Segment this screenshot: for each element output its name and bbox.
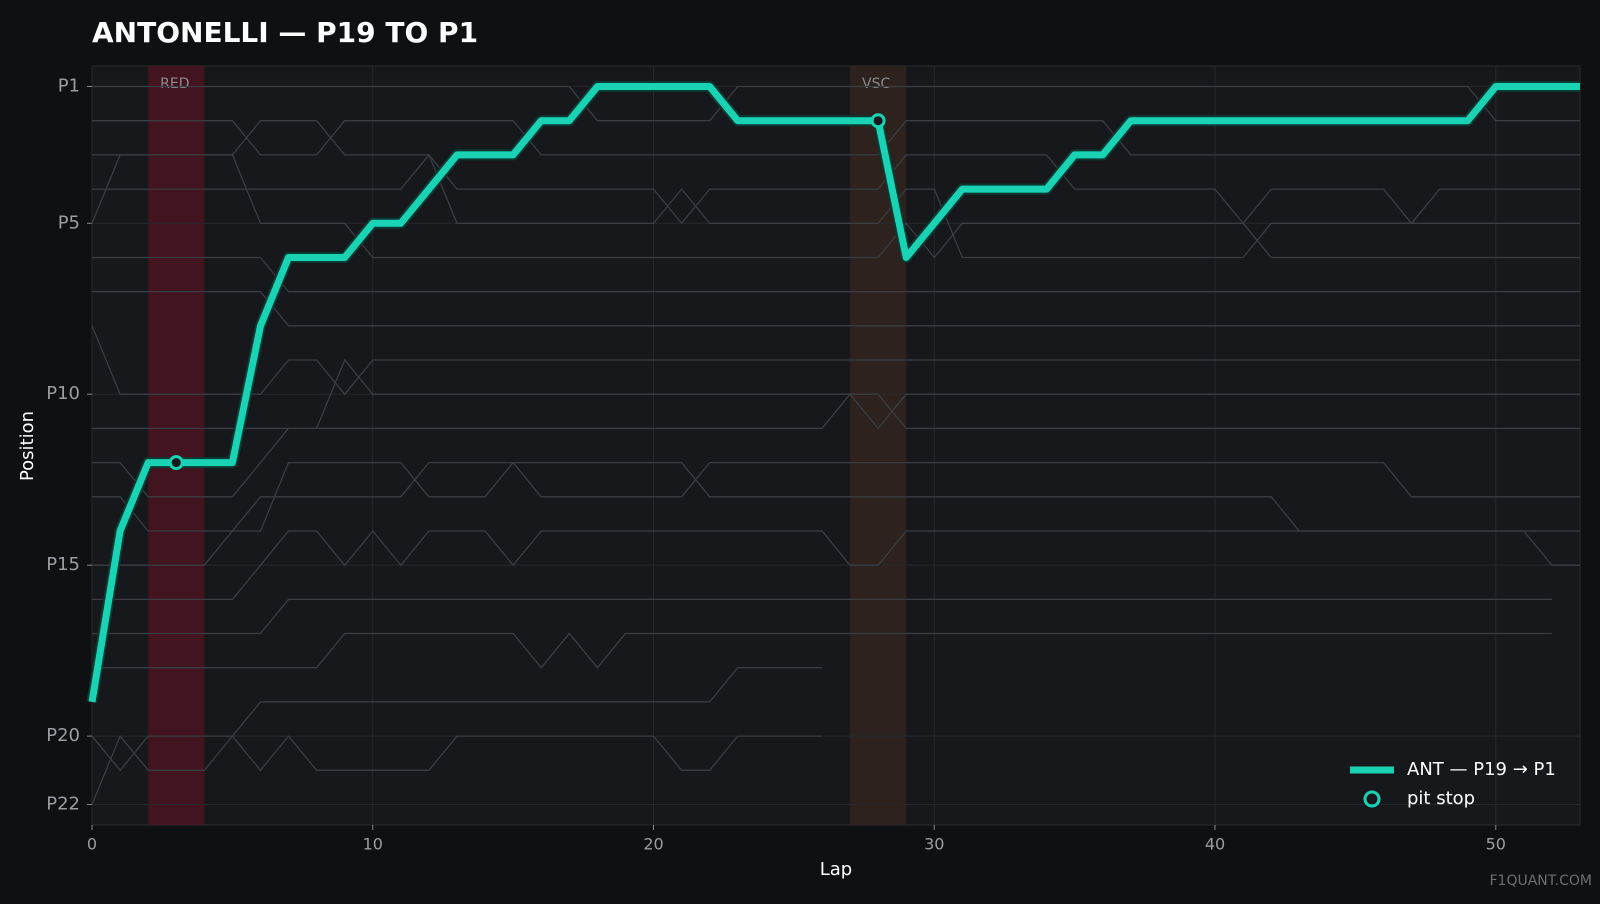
background-line [92, 256, 1580, 293]
band-label: RED [160, 76, 189, 92]
background-line [92, 153, 1580, 259]
background-line [91, 154, 1580, 259]
pit-stop [168, 455, 184, 471]
y-tick-label: P22 [46, 793, 80, 814]
background-line [92, 120, 1580, 156]
x-tick-label: 30 [924, 835, 944, 854]
y-tick-label: P5 [58, 212, 80, 233]
background-line [92, 598, 1552, 635]
background-line [92, 120, 1580, 225]
background-line [92, 393, 1580, 498]
x-axis-label: Lap [820, 859, 852, 880]
background-line [91, 667, 822, 772]
x-tick-label: 10 [363, 835, 383, 854]
legend-label: pit stop [1407, 788, 1475, 809]
x-tick-label: 20 [643, 835, 663, 854]
background-line [92, 290, 1580, 327]
background-line [91, 734, 822, 805]
plot-area [91, 65, 1581, 826]
x-tick-label: 50 [1486, 835, 1506, 854]
chart-title: ANTONELLI — P19 TO P1 [92, 16, 478, 49]
y-tick-label: P20 [46, 725, 80, 746]
band [148, 66, 205, 825]
x-tick-label: 40 [1205, 835, 1225, 854]
background-line [92, 85, 1580, 122]
y-tick-label: P15 [46, 554, 80, 575]
background-line [92, 632, 1552, 669]
x-tick-label: 0 [87, 835, 97, 854]
background-line [92, 358, 1580, 430]
y-tick-label: P10 [46, 383, 80, 404]
background-line [91, 325, 1580, 396]
legend-label: ANT — P19 → P1 [1407, 759, 1556, 780]
background-line [92, 461, 1580, 532]
band [850, 66, 907, 825]
series-line [88, 83, 1580, 703]
y-tick-label: P1 [58, 76, 80, 97]
band-label: VSC [862, 76, 890, 92]
pit-stop [870, 113, 886, 129]
watermark: F1QUANT.COM [1490, 873, 1593, 889]
background-line [92, 529, 1580, 601]
y-axis-label: Position [17, 411, 38, 481]
legend-marker [1363, 790, 1381, 808]
